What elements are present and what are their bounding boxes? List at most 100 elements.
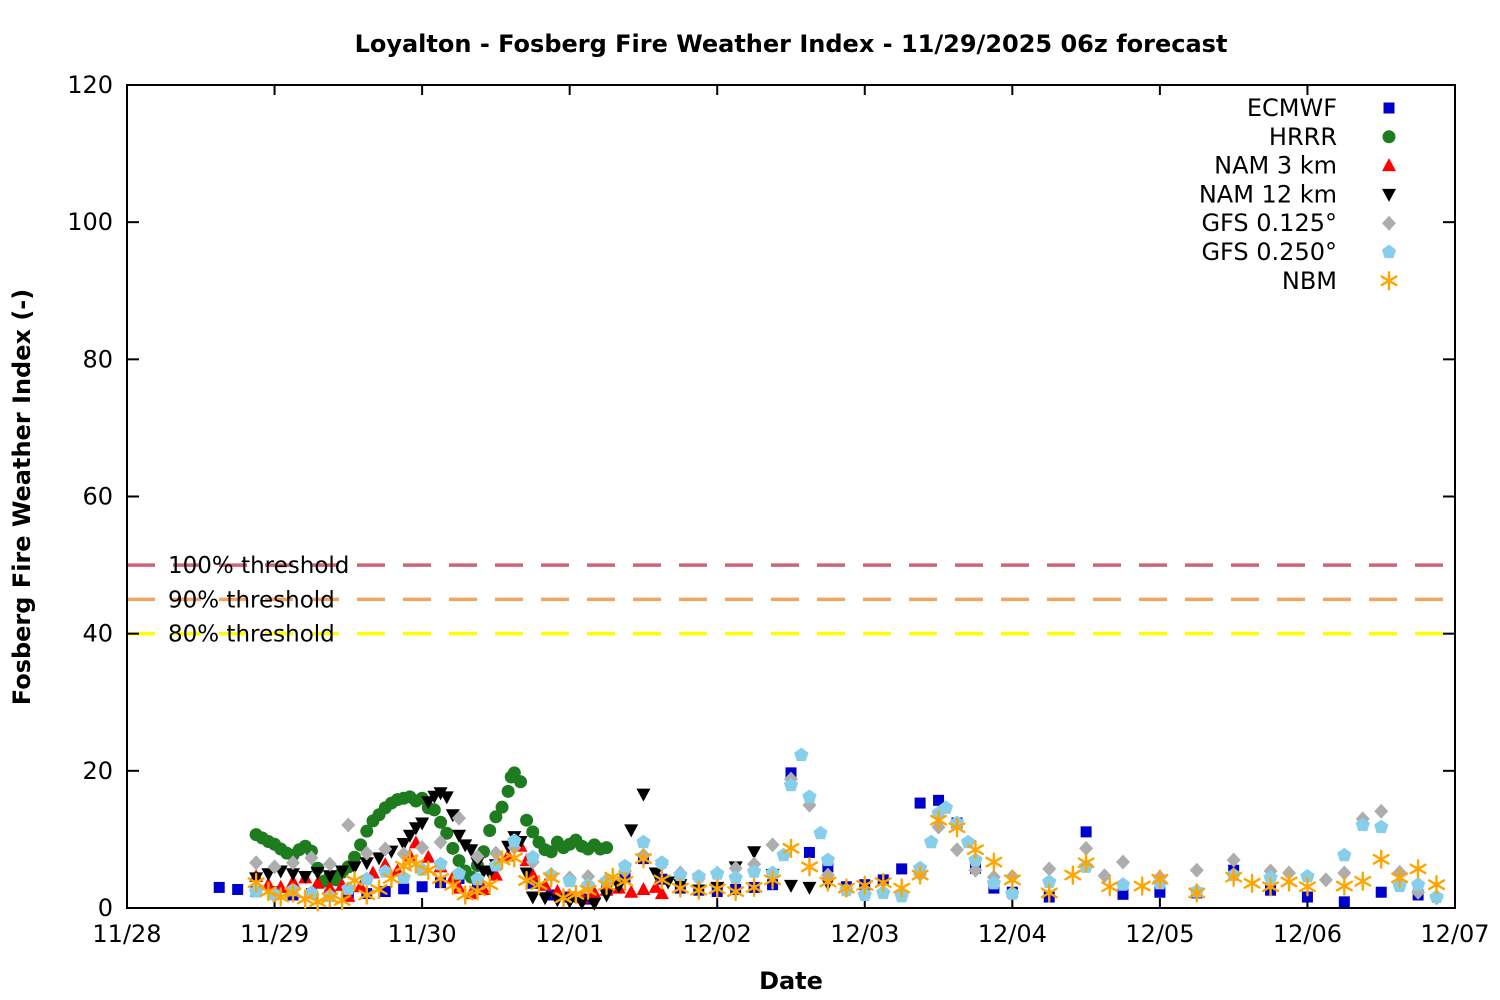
y-tick-label: 100	[67, 208, 113, 236]
data-point	[433, 856, 448, 871]
data-point	[372, 852, 387, 866]
data-point	[544, 845, 558, 859]
y-axis-label: Fosberg Fire Weather Index (-)	[8, 289, 36, 705]
data-point	[538, 892, 553, 906]
y-tick-label: 120	[67, 71, 113, 99]
data-point	[434, 815, 448, 829]
data-point	[452, 810, 466, 826]
data-point	[581, 868, 596, 884]
data-point	[427, 803, 441, 817]
data-point	[1411, 877, 1426, 891]
legend-label-hrrr: HRRR	[1269, 123, 1337, 151]
data-point	[634, 848, 653, 869]
data-point	[554, 888, 573, 908]
data-point	[415, 817, 430, 831]
data-point	[495, 800, 509, 814]
data-point	[322, 880, 337, 894]
data-point	[335, 865, 350, 879]
data-point	[1382, 215, 1396, 231]
legend-label-nam-12-km: NAM 12 km	[1199, 180, 1337, 208]
data-point	[1097, 868, 1112, 884]
data-point	[322, 856, 337, 872]
x-tick-label: 12/04	[978, 920, 1047, 948]
data-point	[948, 818, 966, 838]
data-point	[525, 891, 540, 905]
data-point	[794, 747, 809, 762]
data-point	[782, 838, 800, 859]
data-point	[483, 824, 497, 838]
data-point	[298, 870, 313, 884]
data-point	[1383, 102, 1395, 114]
data-point	[286, 855, 300, 871]
data-point	[378, 841, 393, 857]
data-point	[514, 775, 528, 789]
data-point	[803, 846, 815, 858]
data-point	[728, 860, 743, 876]
y-tick-label: 60	[82, 483, 113, 511]
data-point	[333, 890, 351, 911]
legend-label-nam-3-km: NAM 3 km	[1214, 152, 1337, 180]
data-point	[654, 855, 669, 869]
data-point	[924, 834, 939, 849]
data-point	[985, 852, 1003, 872]
data-point	[960, 834, 976, 849]
data-point	[1355, 817, 1370, 832]
data-point	[708, 879, 726, 899]
data-point	[800, 857, 819, 877]
data-point	[911, 865, 929, 885]
data-point	[359, 857, 374, 871]
data-point	[1382, 188, 1396, 202]
data-point	[309, 892, 327, 912]
data-point	[1337, 847, 1352, 862]
data-point	[933, 794, 945, 806]
data-point	[370, 879, 388, 900]
data-point	[416, 881, 428, 893]
data-point	[783, 777, 799, 792]
data-point	[1298, 877, 1317, 897]
data-point	[359, 871, 374, 886]
data-point	[837, 878, 855, 898]
data-point	[433, 834, 448, 850]
data-point	[304, 850, 319, 866]
data-point	[765, 837, 780, 853]
data-point	[379, 886, 391, 898]
data-point	[286, 868, 300, 882]
data-point	[347, 861, 362, 875]
legend-label-gfs-0-125: GFS 0.125°	[1201, 209, 1337, 237]
threshold-label-45: 90% threshold	[168, 587, 335, 613]
data-point	[819, 872, 837, 892]
data-point	[745, 877, 763, 898]
data-point	[691, 869, 706, 883]
data-point	[542, 868, 560, 888]
data-point	[232, 883, 244, 895]
data-point	[1382, 130, 1396, 144]
data-point	[310, 866, 325, 880]
data-point	[489, 810, 503, 824]
data-point	[501, 784, 515, 798]
x-tick-label: 12/01	[535, 920, 604, 948]
data-point	[488, 867, 503, 881]
data-point	[574, 897, 589, 911]
x-tick-label: 12/03	[830, 920, 899, 948]
data-point	[1380, 271, 1398, 291]
threshold-lines	[127, 563, 1455, 636]
data-point	[950, 842, 964, 858]
data-point	[354, 838, 368, 852]
data-point	[1042, 861, 1057, 877]
data-point	[272, 887, 290, 907]
data-point	[488, 845, 503, 861]
y-tick-label: 0	[98, 894, 113, 922]
data-point	[636, 881, 651, 895]
data-point	[421, 796, 436, 810]
data-point	[1354, 871, 1372, 891]
data-point	[636, 834, 651, 849]
data-point	[599, 889, 614, 903]
data-point	[518, 870, 536, 891]
data-point	[481, 874, 499, 895]
data-point	[396, 870, 411, 884]
data-point	[1115, 877, 1131, 891]
plot-area: 11/28 11/29 11/30 12/01 12/02 12/03 12/04 12/05…	[67, 71, 1489, 948]
x-tick-label: 11/29	[240, 920, 309, 948]
data-point	[1337, 865, 1352, 881]
